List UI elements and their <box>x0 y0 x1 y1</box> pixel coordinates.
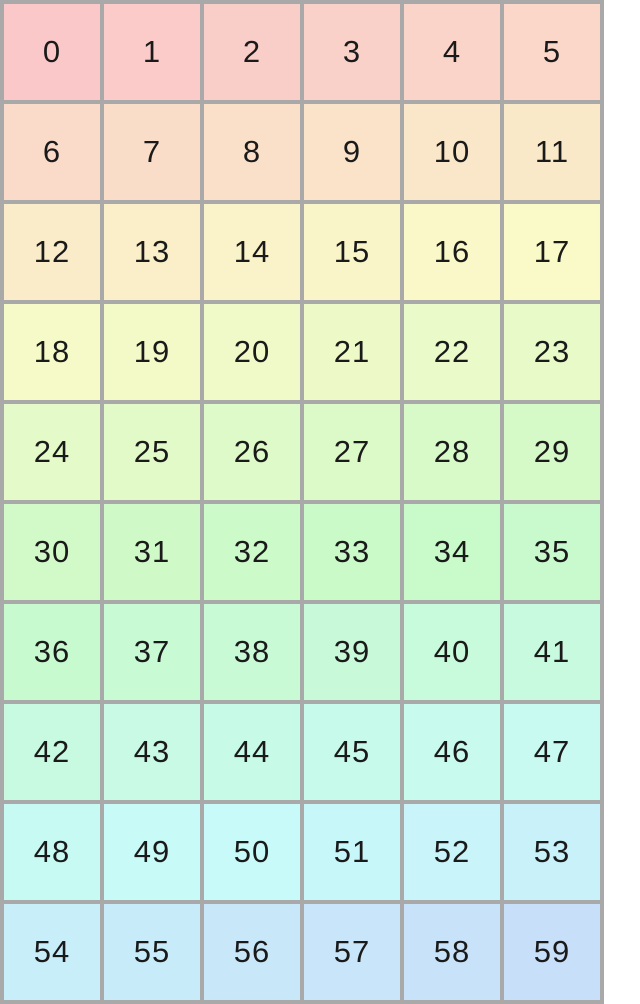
grid-cell-34: 34 <box>404 504 500 600</box>
grid-cell-29: 29 <box>504 404 600 500</box>
grid-cell-10: 10 <box>404 104 500 200</box>
grid-cell-56: 56 <box>204 904 300 1000</box>
grid-cell-49: 49 <box>104 804 200 900</box>
grid-cell-15: 15 <box>304 204 400 300</box>
grid-cell-50: 50 <box>204 804 300 900</box>
grid-cell-58: 58 <box>404 904 500 1000</box>
grid-cell-7: 7 <box>104 104 200 200</box>
grid-cell-13: 13 <box>104 204 200 300</box>
grid-cell-37: 37 <box>104 604 200 700</box>
grid-cell-5: 5 <box>504 4 600 100</box>
grid-cell-42: 42 <box>4 704 100 800</box>
grid-cell-45: 45 <box>304 704 400 800</box>
grid-cell-14: 14 <box>204 204 300 300</box>
grid-cell-38: 38 <box>204 604 300 700</box>
grid-cell-25: 25 <box>104 404 200 500</box>
grid-cell-47: 47 <box>504 704 600 800</box>
grid-cell-8: 8 <box>204 104 300 200</box>
grid-cell-30: 30 <box>4 504 100 600</box>
number-grid: 0 1 2 3 4 5 6 7 8 9 10 11 12 13 14 15 16 17 18 19 20 21 22 23 24… <box>0 0 604 1004</box>
grid-cell-55: 55 <box>104 904 200 1000</box>
grid-cell-1: 1 <box>104 4 200 100</box>
grid-cell-2: 2 <box>204 4 300 100</box>
grid-cell-6: 6 <box>4 104 100 200</box>
grid-cell-39: 39 <box>304 604 400 700</box>
grid-cell-19: 19 <box>104 304 200 400</box>
grid-cell-22: 22 <box>404 304 500 400</box>
grid-cell-46: 46 <box>404 704 500 800</box>
grid-cell-21: 21 <box>304 304 400 400</box>
grid-cell-16: 16 <box>404 204 500 300</box>
grid-cell-27: 27 <box>304 404 400 500</box>
grid-cell-41: 41 <box>504 604 600 700</box>
grid-cell-35: 35 <box>504 504 600 600</box>
grid-cell-40: 40 <box>404 604 500 700</box>
grid-cell-4: 4 <box>404 4 500 100</box>
grid-cell-43: 43 <box>104 704 200 800</box>
grid-cell-57: 57 <box>304 904 400 1000</box>
grid-cell-44: 44 <box>204 704 300 800</box>
grid-cell-18: 18 <box>4 304 100 400</box>
grid-cell-53: 53 <box>504 804 600 900</box>
grid-cell-59: 59 <box>504 904 600 1000</box>
grid-cell-9: 9 <box>304 104 400 200</box>
grid-cell-20: 20 <box>204 304 300 400</box>
grid-cell-51: 51 <box>304 804 400 900</box>
grid-cell-33: 33 <box>304 504 400 600</box>
grid-cell-52: 52 <box>404 804 500 900</box>
grid-cell-31: 31 <box>104 504 200 600</box>
grid-cell-48: 48 <box>4 804 100 900</box>
grid-cell-28: 28 <box>404 404 500 500</box>
grid-cell-3: 3 <box>304 4 400 100</box>
grid-cell-24: 24 <box>4 404 100 500</box>
grid-cell-26: 26 <box>204 404 300 500</box>
grid-cell-17: 17 <box>504 204 600 300</box>
grid-cell-32: 32 <box>204 504 300 600</box>
grid-cell-36: 36 <box>4 604 100 700</box>
grid-cell-0: 0 <box>4 4 100 100</box>
grid-cell-11: 11 <box>504 104 600 200</box>
grid-cell-12: 12 <box>4 204 100 300</box>
grid-cell-54: 54 <box>4 904 100 1000</box>
grid-cell-23: 23 <box>504 304 600 400</box>
